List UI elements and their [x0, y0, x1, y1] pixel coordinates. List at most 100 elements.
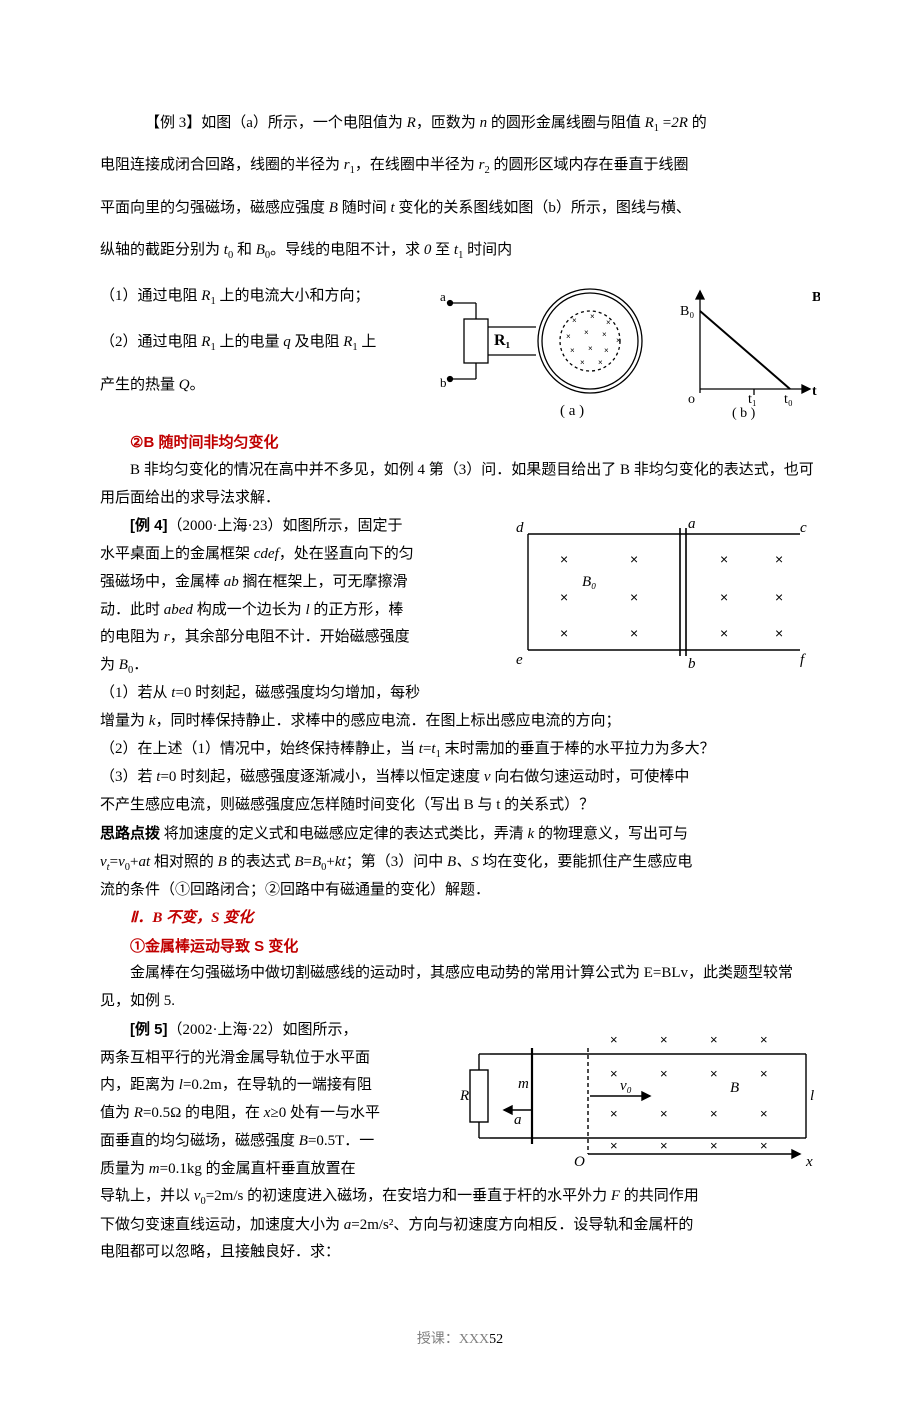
section-II-title: Ⅱ．B 不变，S 变化 — [100, 905, 820, 933]
text: 。 — [190, 377, 205, 393]
var: kt — [335, 854, 346, 870]
var: B — [299, 1133, 308, 1149]
ex4-figure: ×× ×× ×× ×× ×× ×× d a c e b f B₀ — [500, 516, 820, 671]
label-o: o — [688, 392, 695, 407]
text: 纵轴的截距分别为 — [100, 242, 224, 258]
svg-text:×: × — [760, 1066, 768, 1081]
var-B0: B — [256, 242, 265, 258]
page-number: 52 — [489, 1332, 503, 1347]
text: 强磁场中，金属棒 — [100, 574, 224, 590]
label-x: x — [805, 1154, 813, 1170]
svg-text:×: × — [580, 358, 585, 367]
ex5-figure: ×××× ×××× ×××× ×××× R m a v₀ B l O x — [460, 1020, 820, 1170]
text: =2m/s 的初速度进入磁场，在安培力和一垂直于杆的水平外力 — [206, 1188, 611, 1204]
svg-text:×: × — [710, 1106, 718, 1121]
svg-text:×: × — [775, 625, 783, 641]
svg-text:×: × — [598, 358, 603, 367]
text: 质量为 — [100, 1161, 149, 1177]
ex4-q1: （1）若从 t=0 时刻起，磁感强度均匀增加，每秒 — [100, 680, 820, 708]
svg-text:×: × — [560, 551, 568, 567]
var: R — [134, 1105, 143, 1121]
text: =0 时刻起，磁感强度均匀增加，每秒 — [175, 685, 420, 701]
text: 下做匀变速直线运动，加速度大小为 — [100, 1217, 344, 1233]
text: 的表达式 — [227, 854, 295, 870]
axis-B: B — [812, 290, 820, 305]
text: =0.2m，在导轨的一端接有阻 — [183, 1077, 372, 1093]
ex4-hint1: 思路点拨 将加速度的定义式和电磁感应定律的表达式类比，弄清 k 的物理意义，写出… — [100, 820, 820, 849]
var: R — [343, 334, 352, 350]
text: 增量为 — [100, 713, 149, 729]
text: 均在变化，要能抓住产生感应电 — [479, 854, 693, 870]
label-t0: t₀ — [784, 392, 793, 407]
svg-text:×: × — [630, 589, 638, 605]
svg-text:×: × — [610, 1106, 618, 1121]
page-footer: 授课：XXX52 — [100, 1327, 820, 1353]
svg-text:×: × — [602, 330, 607, 339]
text: （3）若 — [100, 769, 156, 785]
text: 的圆形区域内存在垂直于线圈 — [490, 157, 689, 173]
svg-text:×: × — [590, 312, 595, 321]
text: （2）通过电阻 — [100, 334, 201, 350]
label-b: b — [688, 656, 696, 671]
text: 值为 — [100, 1105, 134, 1121]
text: ，其余部分电阻不计．开始磁感强度 — [170, 629, 410, 645]
svg-text:×: × — [604, 346, 609, 355]
svg-text:×: × — [760, 1138, 768, 1153]
text: 的物理意义，写出可与 — [534, 826, 688, 842]
svg-text:×: × — [660, 1106, 668, 1121]
svg-text:×: × — [760, 1032, 768, 1047]
svg-text:×: × — [660, 1032, 668, 1047]
var-R1: R — [645, 115, 654, 131]
text: ． — [133, 657, 148, 673]
text: 搁在框架上，可无摩擦滑 — [239, 574, 408, 590]
label-m: m — [518, 1076, 529, 1092]
label-a: a — [440, 289, 446, 304]
var-q: q — [283, 334, 291, 350]
text: 动．此时 — [100, 602, 164, 618]
label-l: l — [810, 1088, 814, 1104]
text: 【例 3】如图（a）所示，一个电阻值为 — [145, 115, 407, 131]
var-R: R — [407, 115, 416, 131]
var: v — [100, 854, 107, 870]
text: 将加速度的定义式和电磁感应定律的表达式类比，弄清 — [160, 826, 528, 842]
text: 随时间 — [338, 200, 391, 216]
text: 向右做匀速运动时，可使棒中 — [491, 769, 690, 785]
text: 水平桌面上的金属框架 — [100, 546, 254, 562]
var: F — [611, 1188, 620, 1204]
text: ，处在竖直向下的匀 — [279, 546, 414, 562]
label-a: a — [514, 1112, 522, 1128]
label-B: B — [730, 1080, 739, 1096]
label-a: a — [688, 516, 696, 532]
text: （2）在上述（1）情况中，始终保持棒静止，当 — [100, 741, 419, 757]
text: （2000·上海·23）如图所示，固定于 — [168, 518, 403, 534]
text: 为 — [100, 657, 119, 673]
text: 的正方形，棒 — [310, 602, 404, 618]
var: abed — [164, 602, 193, 618]
ex4-q2: （2）在上述（1）情况中，始终保持棒静止，当 t=t1 末时需加的垂直于棒的水平… — [100, 736, 820, 764]
text: 面垂直的均匀磁场，磁感强度 — [100, 1133, 299, 1149]
text: =0.5T．一 — [308, 1133, 374, 1149]
var-2R: 2R — [671, 115, 688, 131]
text: + — [326, 854, 334, 870]
svg-text:×: × — [720, 589, 728, 605]
label-b: b — [440, 375, 447, 390]
text: 相对照的 — [150, 854, 218, 870]
text: 上的电量 — [216, 334, 284, 350]
text: 的圆形金属线圈与阻值 — [487, 115, 645, 131]
svg-text:×: × — [630, 551, 638, 567]
text: ，在线圈中半径为 — [355, 157, 479, 173]
var-n: n — [480, 115, 488, 131]
text: ，匝数为 — [416, 115, 480, 131]
svg-text:×: × — [616, 336, 621, 345]
text: 的电阻为 — [100, 629, 164, 645]
footer-label: 授课：XXX — [417, 1332, 489, 1347]
var: m — [149, 1161, 160, 1177]
ex4-q3: （3）若 t=0 时刻起，磁感强度逐渐减小，当棒以恒定速度 v 向右做匀速运动时… — [100, 764, 820, 792]
label-R: R — [460, 1088, 469, 1104]
caption-a: ( a ) — [560, 403, 584, 419]
section-b-nonuniform-body: B 非均匀变化的情况在高中并不多见，如例 4 第（3）问．如果题目给出了 B 非… — [100, 457, 820, 513]
label-O: O — [574, 1154, 585, 1170]
label-d: d — [516, 520, 524, 536]
svg-text:×: × — [775, 551, 783, 567]
label-c: c — [800, 520, 807, 536]
